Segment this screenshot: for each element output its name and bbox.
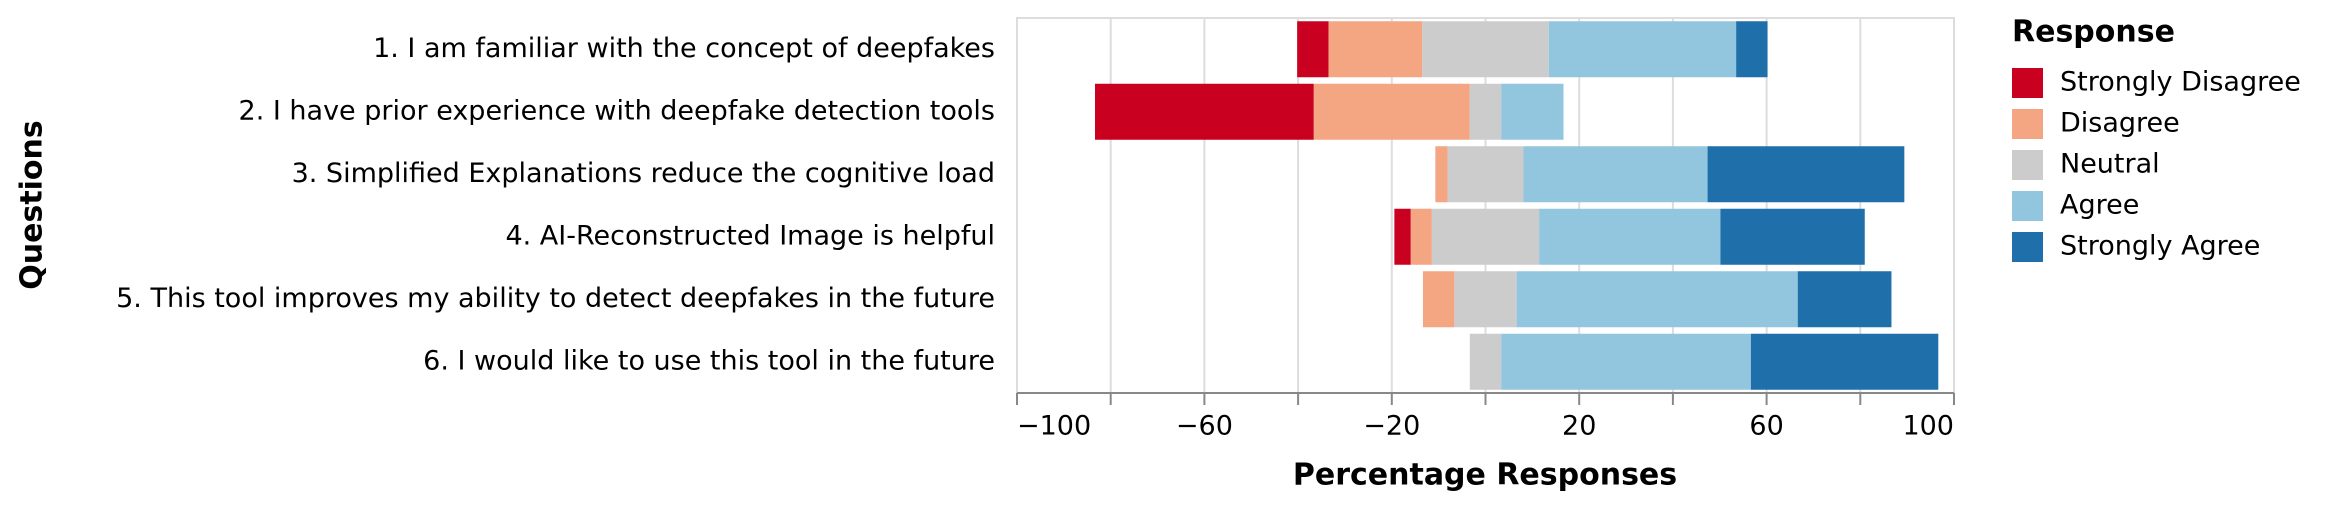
y-tick-label: 6. I would like to use this tool in the …	[423, 345, 995, 376]
bar-segment	[1736, 21, 1768, 78]
legend-swatch	[2012, 191, 2043, 221]
x-axis-title: Percentage Responses	[1293, 458, 1677, 493]
y-tick-label: 2. I have prior experience with deepfake…	[239, 95, 995, 126]
y-tick-label: 1. I am familiar with the concept of dee…	[373, 33, 995, 64]
bar-segment	[1431, 208, 1540, 265]
legend-title: Response	[2012, 15, 2175, 50]
bar-segment	[1313, 83, 1470, 140]
x-tick-label: −100	[1017, 411, 1091, 442]
x-tick-label: 60	[1749, 411, 1783, 442]
legend-label: Strongly Disagree	[2060, 67, 2301, 98]
y-tick-label: 5. This tool improves my ability to dete…	[116, 283, 995, 314]
bar-segment	[1469, 333, 1502, 390]
bar-segment	[1750, 333, 1939, 390]
x-tick-label: −60	[1176, 411, 1233, 442]
bar-segment	[1095, 83, 1314, 140]
bar-segment	[1435, 146, 1448, 203]
bar-segment	[1501, 333, 1751, 390]
bar-segment	[1447, 146, 1524, 203]
legend-label: Agree	[2060, 190, 2139, 221]
x-tick-label: −20	[1363, 411, 1420, 442]
y-axis-title: Questions	[15, 120, 50, 290]
bar-segment	[1469, 83, 1502, 140]
bar-segment	[1720, 208, 1865, 265]
bar-segment	[1797, 271, 1892, 328]
bar-segment	[1707, 146, 1905, 203]
bar-segment	[1297, 21, 1329, 78]
x-tick-label: 20	[1562, 411, 1596, 442]
y-tick-label: 3. Simplified Explanations reduce the co…	[292, 158, 995, 189]
legend-label: Disagree	[2060, 108, 2180, 139]
y-tick-label: 4. AI-Reconstructed Image is helpful	[505, 220, 995, 251]
bar-segment	[1394, 208, 1411, 265]
legend-label: Neutral	[2060, 149, 2160, 180]
legend-swatch	[2012, 232, 2043, 262]
bar-segment	[1410, 208, 1432, 265]
bar-segment	[1501, 83, 1564, 140]
bar-segment	[1523, 146, 1708, 203]
x-tick-label: 100	[1902, 411, 1954, 442]
bar-segment	[1548, 21, 1737, 78]
bar-segment	[1539, 208, 1721, 265]
legend-swatch	[2012, 150, 2043, 180]
bar-segment	[1422, 271, 1455, 328]
bar-segment	[1454, 271, 1517, 328]
legend-swatch	[2012, 68, 2043, 98]
legend-label: Strongly Agree	[2060, 231, 2260, 262]
legend-swatch	[2012, 109, 2043, 139]
bar-segment	[1422, 21, 1549, 78]
bar-segment	[1516, 271, 1798, 328]
bar-segment	[1328, 21, 1423, 78]
